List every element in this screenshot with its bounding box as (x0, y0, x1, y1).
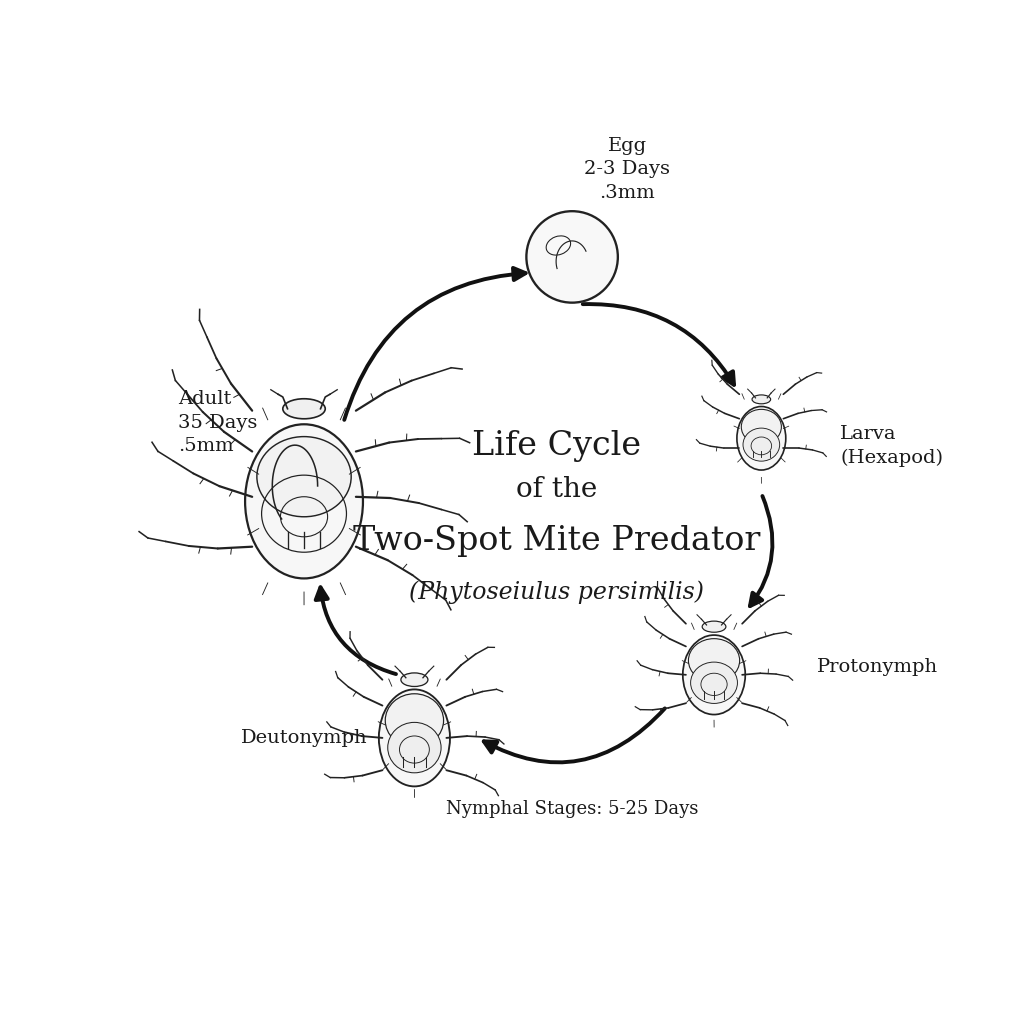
FancyArrowPatch shape (315, 588, 396, 674)
Text: Protonymph: Protonymph (816, 658, 938, 676)
Ellipse shape (702, 622, 726, 632)
Ellipse shape (743, 428, 779, 461)
Ellipse shape (690, 663, 737, 703)
Ellipse shape (283, 398, 326, 419)
FancyArrowPatch shape (483, 709, 665, 763)
FancyArrowPatch shape (750, 496, 772, 606)
Ellipse shape (388, 722, 441, 773)
Text: Two-Spot Mite Predator: Two-Spot Mite Predator (352, 524, 760, 557)
Ellipse shape (401, 673, 428, 686)
Text: Life Cycle: Life Cycle (472, 430, 641, 462)
Text: Larva
(Hexapod): Larva (Hexapod) (840, 425, 943, 467)
FancyArrowPatch shape (344, 268, 525, 420)
Text: (Phytoseiulus persimilis): (Phytoseiulus persimilis) (409, 581, 703, 604)
Ellipse shape (385, 694, 443, 748)
Text: Nymphal Stages: 5-25 Days: Nymphal Stages: 5-25 Days (445, 800, 698, 818)
Text: of the: of the (516, 476, 597, 503)
Text: Deutonymph: Deutonymph (241, 729, 368, 746)
Ellipse shape (245, 424, 362, 579)
Text: Adult
35 Days
.5mm: Adult 35 Days .5mm (178, 390, 257, 455)
Ellipse shape (752, 395, 771, 403)
Ellipse shape (257, 436, 351, 517)
Ellipse shape (683, 635, 745, 715)
Ellipse shape (737, 407, 785, 470)
Text: Egg
2-3 Days
.3mm: Egg 2-3 Days .3mm (585, 136, 671, 202)
Ellipse shape (379, 689, 450, 786)
FancyArrowPatch shape (583, 304, 734, 385)
Ellipse shape (741, 410, 781, 444)
Circle shape (526, 211, 617, 303)
Ellipse shape (688, 639, 739, 682)
